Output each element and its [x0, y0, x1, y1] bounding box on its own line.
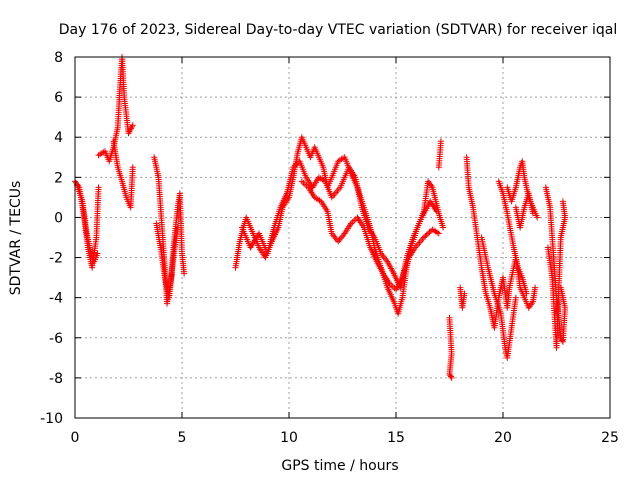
x-tick-label: 20: [494, 430, 512, 446]
data-point: [422, 233, 429, 240]
data-point: [532, 284, 539, 291]
y-tick-label: 4: [54, 130, 63, 146]
y-tick-label: 8: [54, 50, 63, 66]
y-tick-label: 0: [54, 210, 63, 226]
data-point: [448, 374, 455, 381]
y-tick-label: 6: [54, 90, 63, 106]
y-tick-label: -4: [49, 291, 63, 307]
data-point: [423, 231, 430, 238]
x-tick-label: 0: [71, 430, 80, 446]
x-tick-label: 10: [280, 430, 298, 446]
data-point: [425, 230, 432, 237]
data-point: [446, 370, 453, 377]
data-point: [447, 372, 454, 379]
data-point: [447, 373, 454, 380]
data-point: [435, 164, 442, 171]
axis-ticks: 0 5 10 15 20 25 -10 -8 -6 -4 -2 0 2 4 6 8: [40, 50, 619, 446]
y-tick-label: -2: [49, 251, 63, 267]
y-axis-label: SDTVAR / TECUs: [8, 181, 24, 296]
data-point: [559, 337, 566, 344]
data-point: [523, 290, 530, 297]
data-point: [129, 122, 136, 129]
x-tick-label: 25: [601, 430, 619, 446]
data-point: [433, 208, 440, 215]
data-point: [461, 290, 468, 297]
data-point: [420, 234, 427, 241]
chart-title: Day 176 of 2023, Sidereal Day-to-day VTE…: [59, 22, 617, 38]
data-point: [534, 214, 541, 221]
data-point: [435, 230, 442, 237]
data-point: [95, 184, 102, 191]
data-point: [529, 210, 536, 217]
data-point: [129, 164, 136, 171]
x-tick-label: 15: [387, 430, 405, 446]
y-tick-label: -10: [40, 411, 63, 427]
y-tick-label: -6: [49, 331, 63, 347]
y-tick-label: -8: [49, 371, 63, 387]
data-point: [181, 270, 188, 277]
data-point: [512, 294, 519, 301]
plot-frame: [74, 56, 611, 419]
data-point: [440, 224, 447, 231]
data-points: [72, 54, 569, 381]
y-tick-label: 2: [54, 170, 63, 186]
data-point: [94, 250, 101, 257]
x-axis-label: GPS time / hours: [281, 458, 398, 474]
data-point: [559, 198, 566, 205]
x-tick-label: 5: [178, 430, 187, 446]
data-point: [174, 224, 181, 231]
data-point: [426, 229, 433, 236]
